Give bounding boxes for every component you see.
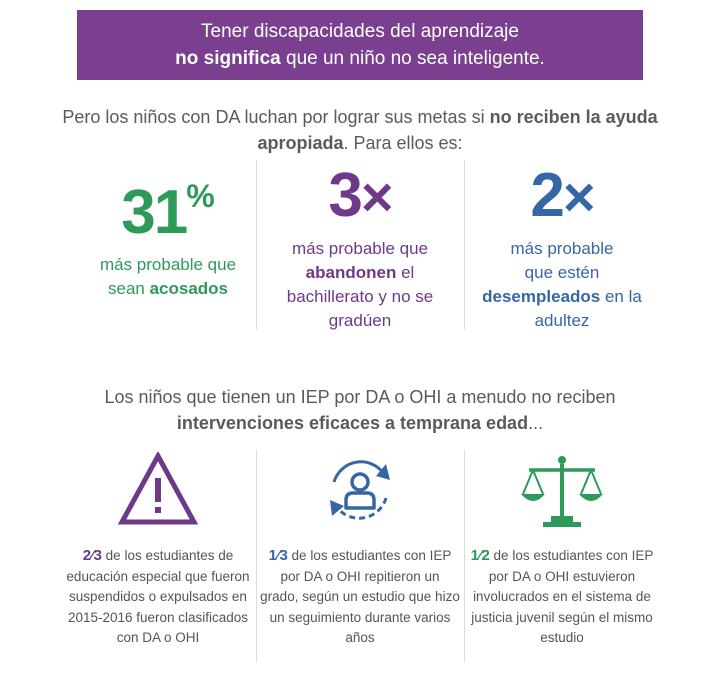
stat-unemployment: 2× más probable que estén desempleados e… xyxy=(462,160,662,333)
warning-triangle-icon xyxy=(118,452,198,525)
column-divider xyxy=(256,450,257,662)
fraction-one-half: 1⁄2 xyxy=(470,547,490,564)
fact-suspension: 2⁄3 de los estudiantes de educación espe… xyxy=(58,452,258,649)
stat-unemployment-value: 2× xyxy=(530,161,595,230)
banner-line-2-rest: que un niño no sea inteligente. xyxy=(280,48,545,69)
user-cycle-icon xyxy=(330,460,390,520)
stat-dropout: 3× más probable que abandonen el bachill… xyxy=(260,160,460,333)
stat-bullying: 31% más probable que sean acosados xyxy=(68,160,268,301)
intro-text-b: . Para ellos es: xyxy=(343,133,463,153)
scales-of-justice-icon xyxy=(521,456,603,527)
column-divider xyxy=(464,450,465,662)
fact-suspension-text: 2⁄3 de los estudiantes de educación espe… xyxy=(66,547,250,645)
intro-bold: no reciben la ayuda apropiada xyxy=(257,107,658,153)
fact-juvenile-justice-text: 1⁄2 de los estudiantes con IEP por DA o … xyxy=(470,547,654,645)
intervention-intro: Los niños que tienen un IEP por DA o OHI… xyxy=(60,384,660,436)
fact-juvenile-justice: 1⁄2 de los estudiantes con IEP por DA o … xyxy=(462,452,662,649)
intro-text-a: Pero los niños con DA luchan por lograr … xyxy=(62,107,490,127)
fact-grade-repetition: 1⁄3 de los estudiantes con IEP por DA o … xyxy=(260,452,460,649)
banner-bold-phrase: no significa xyxy=(175,48,281,69)
stat-dropout-desc: más probable que abandonen el bachillera… xyxy=(286,239,434,330)
column-divider xyxy=(256,160,257,330)
intervention-intro-text: Los niños que tienen un IEP por DA o OHI… xyxy=(104,387,616,407)
fraction-one-third: 1⁄3 xyxy=(268,547,288,564)
stat-unemployment-desc: más probable que estén desempleados en l… xyxy=(482,239,642,330)
stat-bullying-value: 31% xyxy=(121,178,215,247)
banner-line-1: Tener discapacidades del aprendizaje xyxy=(201,21,519,42)
intro-text: Pero los niños con DA luchan por lograr … xyxy=(60,104,660,156)
intervention-intro-trail: ... xyxy=(528,413,544,433)
banner-line-2: no significa que un niño no sea intelige… xyxy=(77,45,643,72)
stat-bullying-desc: más probable que sean acosados xyxy=(99,255,237,298)
fact-grade-repetition-text: 1⁄3 de los estudiantes con IEP por DA o … xyxy=(260,547,460,645)
fraction-two-thirds: 2⁄3 xyxy=(82,547,102,564)
stat-dropout-value: 3× xyxy=(328,161,393,230)
intervention-intro-bold: intervenciones eficaces a temprana edad xyxy=(176,413,529,433)
column-divider xyxy=(464,160,465,330)
headline-banner: Tener discapacidades del aprendizaje no … xyxy=(77,10,643,80)
